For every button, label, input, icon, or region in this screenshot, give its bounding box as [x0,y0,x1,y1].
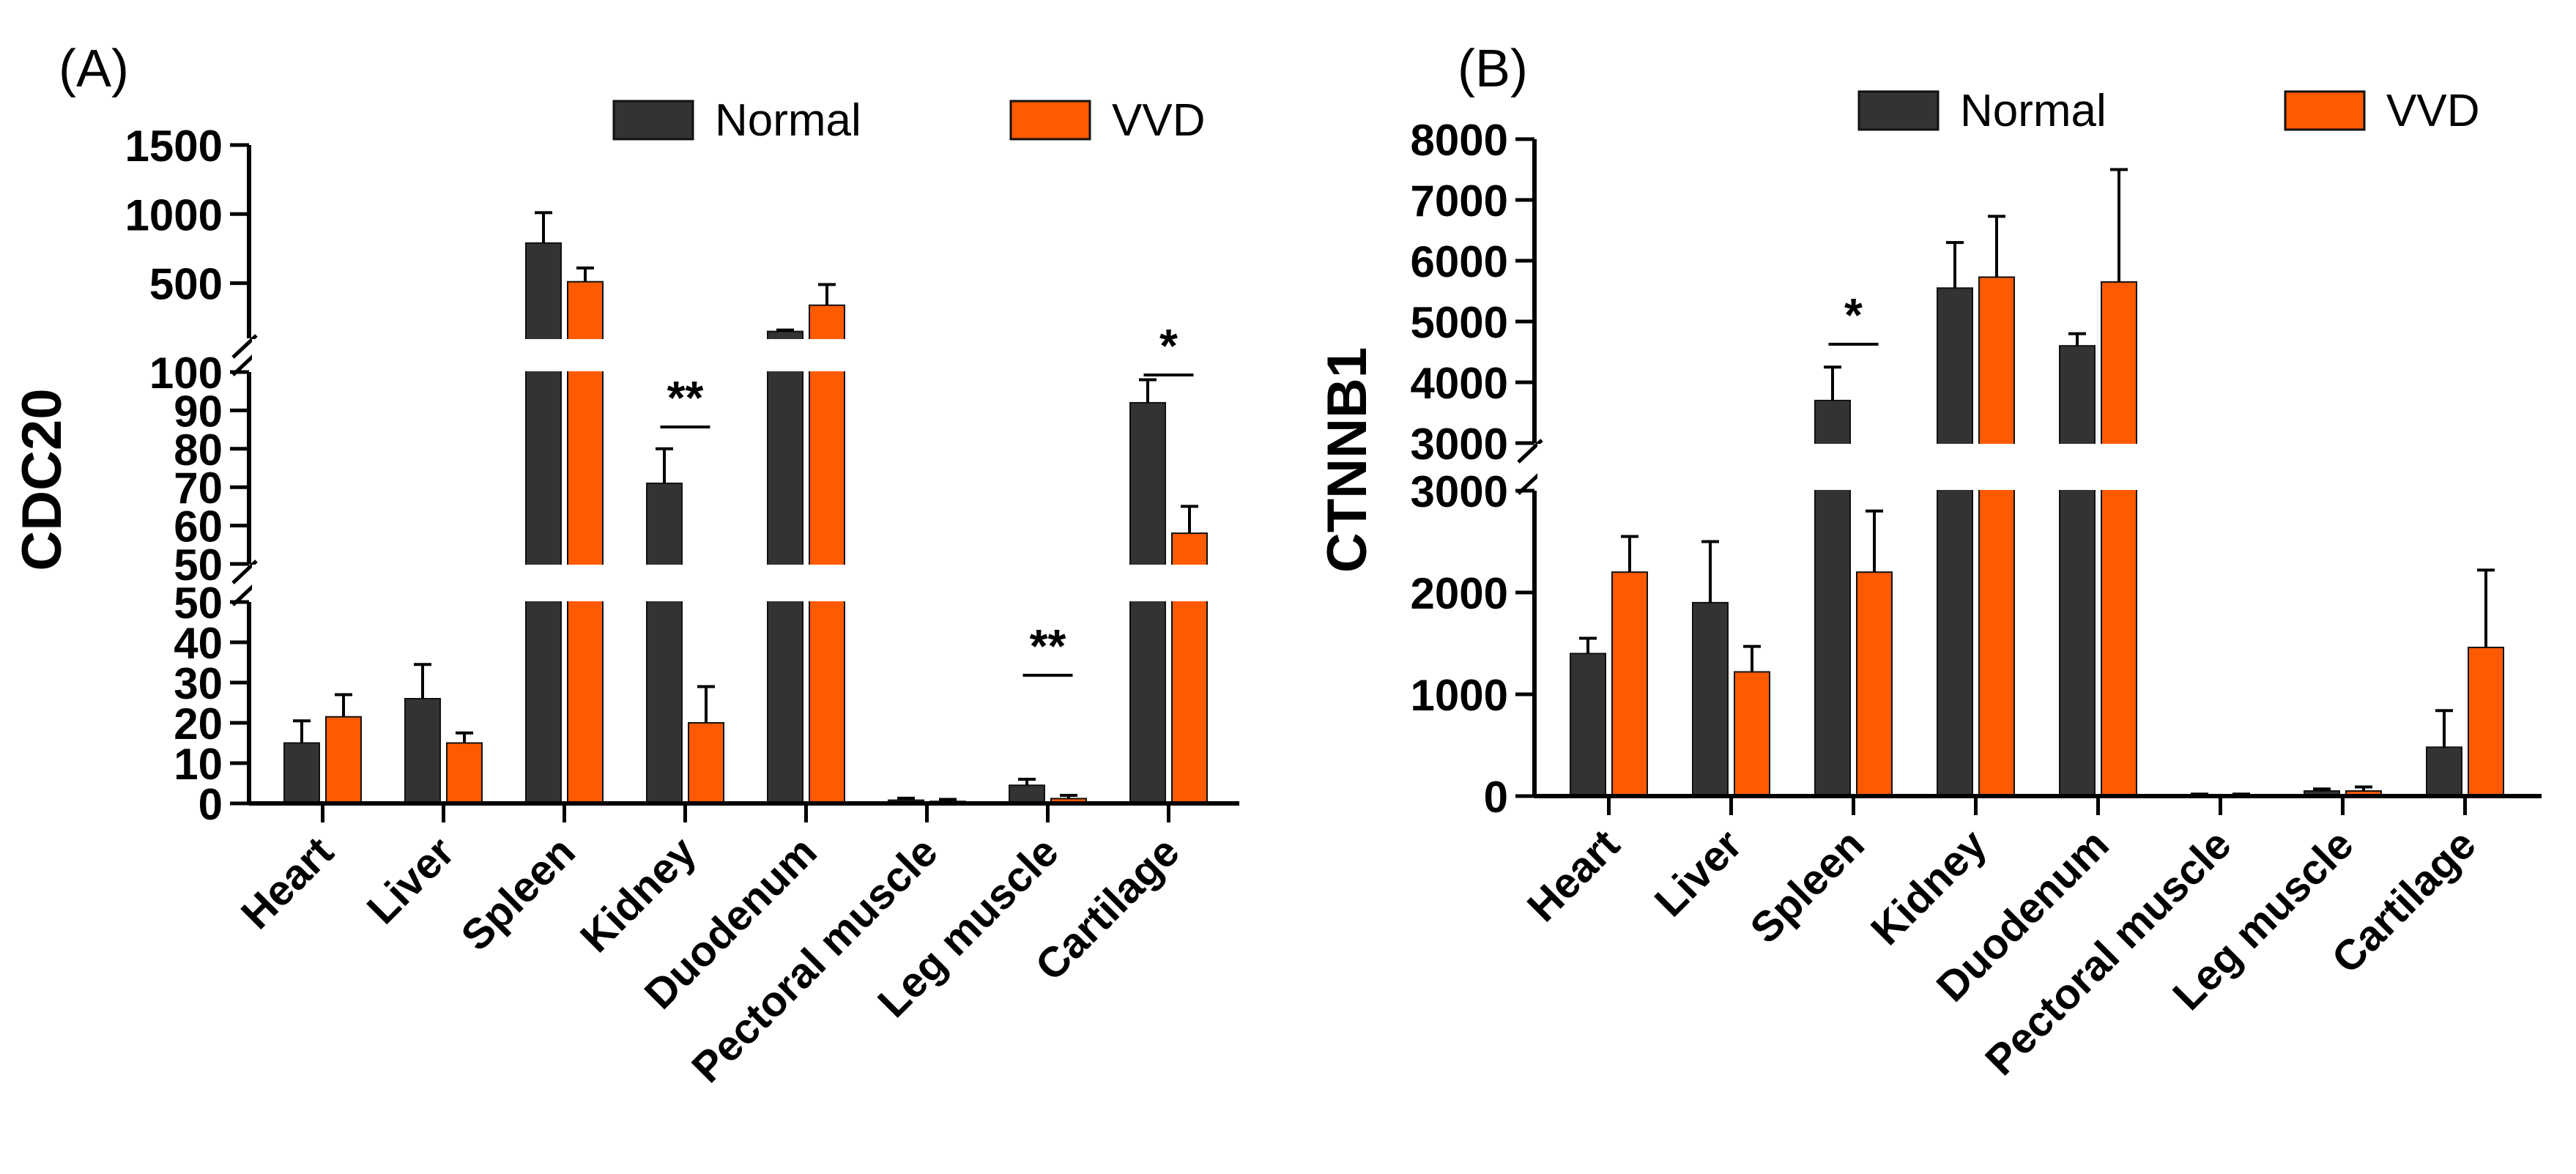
legend-label: VVD [2386,86,2479,136]
bar-normal [283,742,320,804]
significance-label: ** [1030,620,1066,672]
bar-vvd [1734,671,1770,797]
bar-normal [2059,345,2096,797]
y-tick-label: 1000 [1411,671,1508,720]
y-tick-label: 70 [174,464,223,513]
legend-swatch-vvd [2284,90,2366,131]
y-tick-label: 2000 [1411,569,1508,618]
y-tick-label: 3000 [1411,467,1508,516]
bar-normal [525,242,562,804]
legend-swatch-normal [1857,90,1940,131]
y-tick-label: 500 [149,260,223,309]
y-tick-label: 80 [174,426,223,475]
y-tick-label: 10 [174,740,223,789]
y-tick-label: 7000 [1411,177,1508,226]
legend-swatch-normal [612,100,694,141]
bar-normal [2426,746,2462,798]
bar-vvd [809,304,845,804]
y-tick-label: 0 [198,780,223,829]
significance-label: ** [667,371,704,424]
y-tick-label: 0 [1484,773,1508,822]
bar-vvd [1856,571,1893,797]
y-tick-label: 90 [174,387,223,436]
y-tick-label: 50 [174,579,223,628]
y-tick-label: 4000 [1411,359,1508,408]
panel-label: (B) [1458,40,1528,98]
bar-normal [646,482,683,805]
x-tick-label: Spleen [452,828,584,959]
bar-vvd [688,722,724,804]
bar-vvd [2468,647,2504,797]
bar-normal [404,698,441,804]
significance-label: * [1159,319,1178,372]
bar-vvd [1978,276,2015,798]
y-tick-label: 60 [174,502,223,551]
legend-swatch-vvd [1009,100,1091,141]
y-tick-label: 5000 [1411,298,1508,347]
y-tick-label: 40 [174,619,223,668]
y-tick-label: 100 [149,349,223,398]
bar-break-gap [1537,444,2545,490]
bar-normal [1937,287,1973,798]
bar-break-gap [252,565,1242,601]
x-tick-label: Heart [232,828,343,938]
x-tick-label: Spleen [1741,820,1873,952]
y-axis-label: CDC20 [11,388,73,571]
bar-vvd [325,716,362,804]
bar-break-gap [252,339,1242,371]
y-tick-label: 30 [174,659,223,708]
bar-vvd [1611,571,1648,797]
y-tick-label: 1000 [125,190,223,239]
y-tick-label: 50 [174,540,223,590]
x-tick-label: Liver [1646,820,1751,926]
bar-vvd [446,742,483,804]
bar-normal [1129,401,1166,804]
panel-label: (A) [59,40,129,98]
panel-a: (A)01020304050506070809010050010001500CD… [11,40,1242,1092]
y-tick-label: 1500 [125,122,223,171]
y-tick-label: 6000 [1411,237,1508,286]
y-tick-label: 8000 [1411,116,1508,165]
x-tick-label: Liver [358,828,464,933]
bar-normal [1692,601,1729,798]
legend-label: VVD [1112,95,1205,146]
legend-label: Normal [715,95,861,146]
bar-normal [1570,653,1606,798]
bar-vvd [2101,281,2137,797]
significance-label: * [1844,289,1863,341]
y-axis-label: CTNNB1 [1316,347,1378,573]
y-tick-label: 3000 [1411,420,1508,469]
x-tick-label: Heart [1518,820,1629,931]
legend-label: Normal [1960,86,2107,136]
y-tick-label: 20 [174,699,223,748]
bar-normal [1009,784,1045,804]
